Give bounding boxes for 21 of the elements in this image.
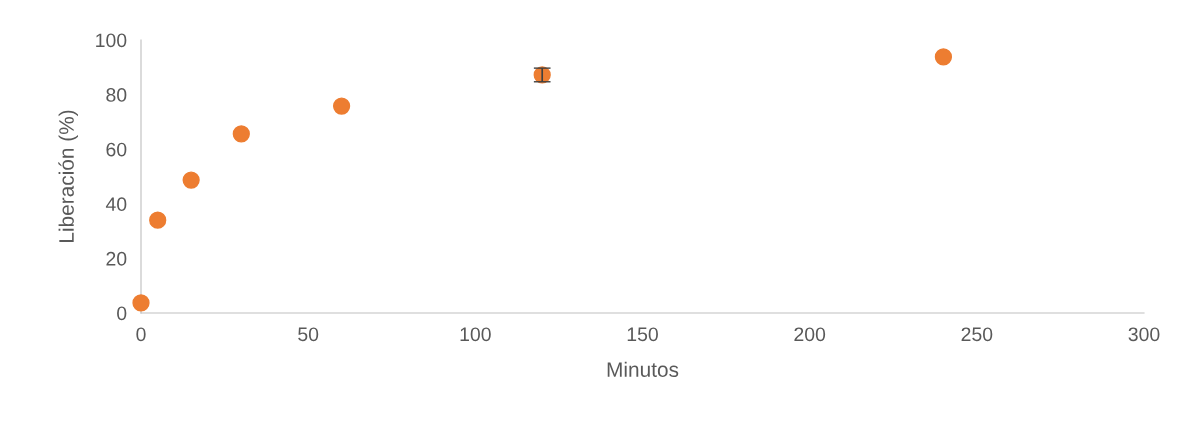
point (182, 171, 200, 189)
y-tick-label: 40 (105, 197, 127, 212)
x-tick-label: 150 (627, 327, 658, 342)
point (232, 125, 250, 143)
y-tick-label: 0 (117, 306, 127, 321)
y-tick-label: 80 (106, 88, 127, 102)
x-tick-label: 0 (136, 327, 146, 342)
x-tick-label: 100 (460, 327, 491, 342)
point (132, 294, 150, 312)
point (332, 97, 351, 115)
y-axis-title: Liberación (%) (58, 110, 78, 242)
x-tick-label: 300 (1128, 327, 1160, 342)
x-tick-label: 50 (298, 327, 319, 342)
x-tick-label: 200 (794, 327, 826, 342)
y-tick-label: 20 (106, 251, 127, 266)
x-tick-label: 250 (961, 327, 993, 342)
x-axis-title: Minutos (607, 361, 679, 377)
point (149, 211, 167, 229)
point (934, 48, 953, 66)
y-tick-label: 100 (96, 33, 127, 48)
y-tick-label: 60 (106, 142, 127, 157)
